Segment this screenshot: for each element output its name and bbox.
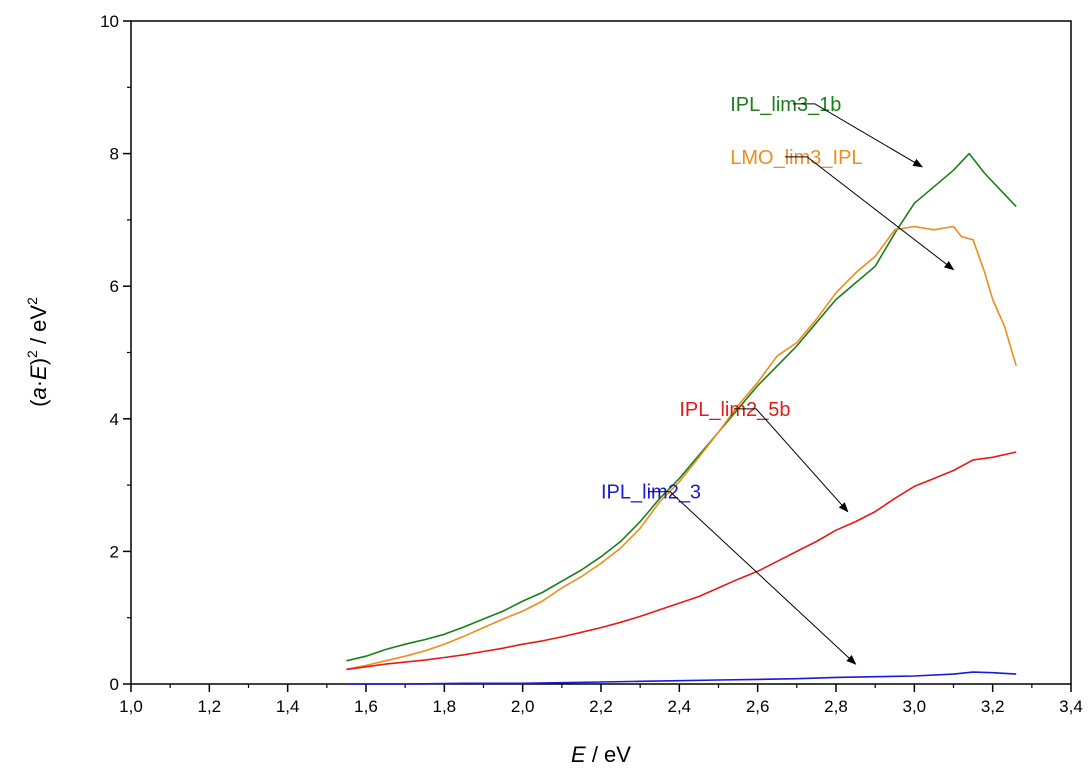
x-tick-label: 2,8 bbox=[824, 697, 848, 716]
y-tick-label: 10 bbox=[100, 12, 119, 31]
x-tick-label: 1,4 bbox=[276, 697, 300, 716]
series-label-ipl-lim2-3: IPL_lim2_3 bbox=[601, 482, 701, 504]
x-tick-label: 3,4 bbox=[1059, 697, 1083, 716]
x-tick-label: 1,2 bbox=[198, 697, 222, 716]
x-axis-ticks: 1,0 1,2 1,4 1,6 1,8 2,0 2,2 2,4 2,6 2,8 3,0 3,2 3,4 bbox=[119, 684, 1083, 716]
x-axis-title: E / eV bbox=[571, 742, 631, 767]
x-tick-label: 2,4 bbox=[668, 697, 692, 716]
x-tick-label: 1,8 bbox=[433, 697, 457, 716]
annotation-arrow-ipl-lim3-1b bbox=[792, 103, 924, 168]
x-tick-label: 1,6 bbox=[354, 697, 378, 716]
series-line-ipl-lim3-1b bbox=[346, 152, 1017, 662]
series-line-ipl-lim2-3 bbox=[346, 671, 1017, 685]
series-lines bbox=[346, 152, 1017, 685]
series-annotations: IPL_lim3_1b LMO_lim3_IPL IPL_lim2_5b IPL_li… bbox=[601, 94, 955, 665]
x-tick-label: 2,0 bbox=[511, 697, 535, 716]
x-tick-label: 2,2 bbox=[589, 697, 613, 716]
annotation-arrow-lmo-lim3-ipl bbox=[785, 156, 955, 271]
y-tick-label: 8 bbox=[110, 145, 119, 164]
plot-frame bbox=[130, 20, 1072, 685]
annotation-arrow-ipl-lim2-3 bbox=[648, 491, 857, 665]
series-label-ipl-lim2-5b: IPL_lim2_5b bbox=[679, 399, 790, 421]
series-label-lmo-lim3-ipl: LMO_lim3_IPL bbox=[730, 147, 862, 169]
y-tick-label: 2 bbox=[110, 542, 119, 561]
x-tick-label: 3,0 bbox=[903, 697, 927, 716]
x-tick-label: 3,2 bbox=[981, 697, 1005, 716]
series-label-ipl-lim3-1b: IPL_lim3_1b bbox=[730, 94, 841, 116]
y-axis-ticks: 0 2 4 6 8 10 bbox=[100, 12, 131, 694]
y-axis-title: (a·E)2 / eV2 bbox=[24, 297, 51, 407]
series-line-lmo-lim3-ipl bbox=[346, 225, 1017, 671]
annotation-arrow-ipl-lim2-5b bbox=[734, 408, 849, 513]
y-tick-label: 4 bbox=[110, 410, 119, 429]
x-tick-label: 2,6 bbox=[746, 697, 770, 716]
y-tick-label: 6 bbox=[110, 277, 119, 296]
series-line-ipl-lim2-5b bbox=[346, 451, 1017, 671]
y-tick-label: 0 bbox=[110, 675, 119, 694]
x-tick-label: 1,0 bbox=[119, 697, 143, 716]
